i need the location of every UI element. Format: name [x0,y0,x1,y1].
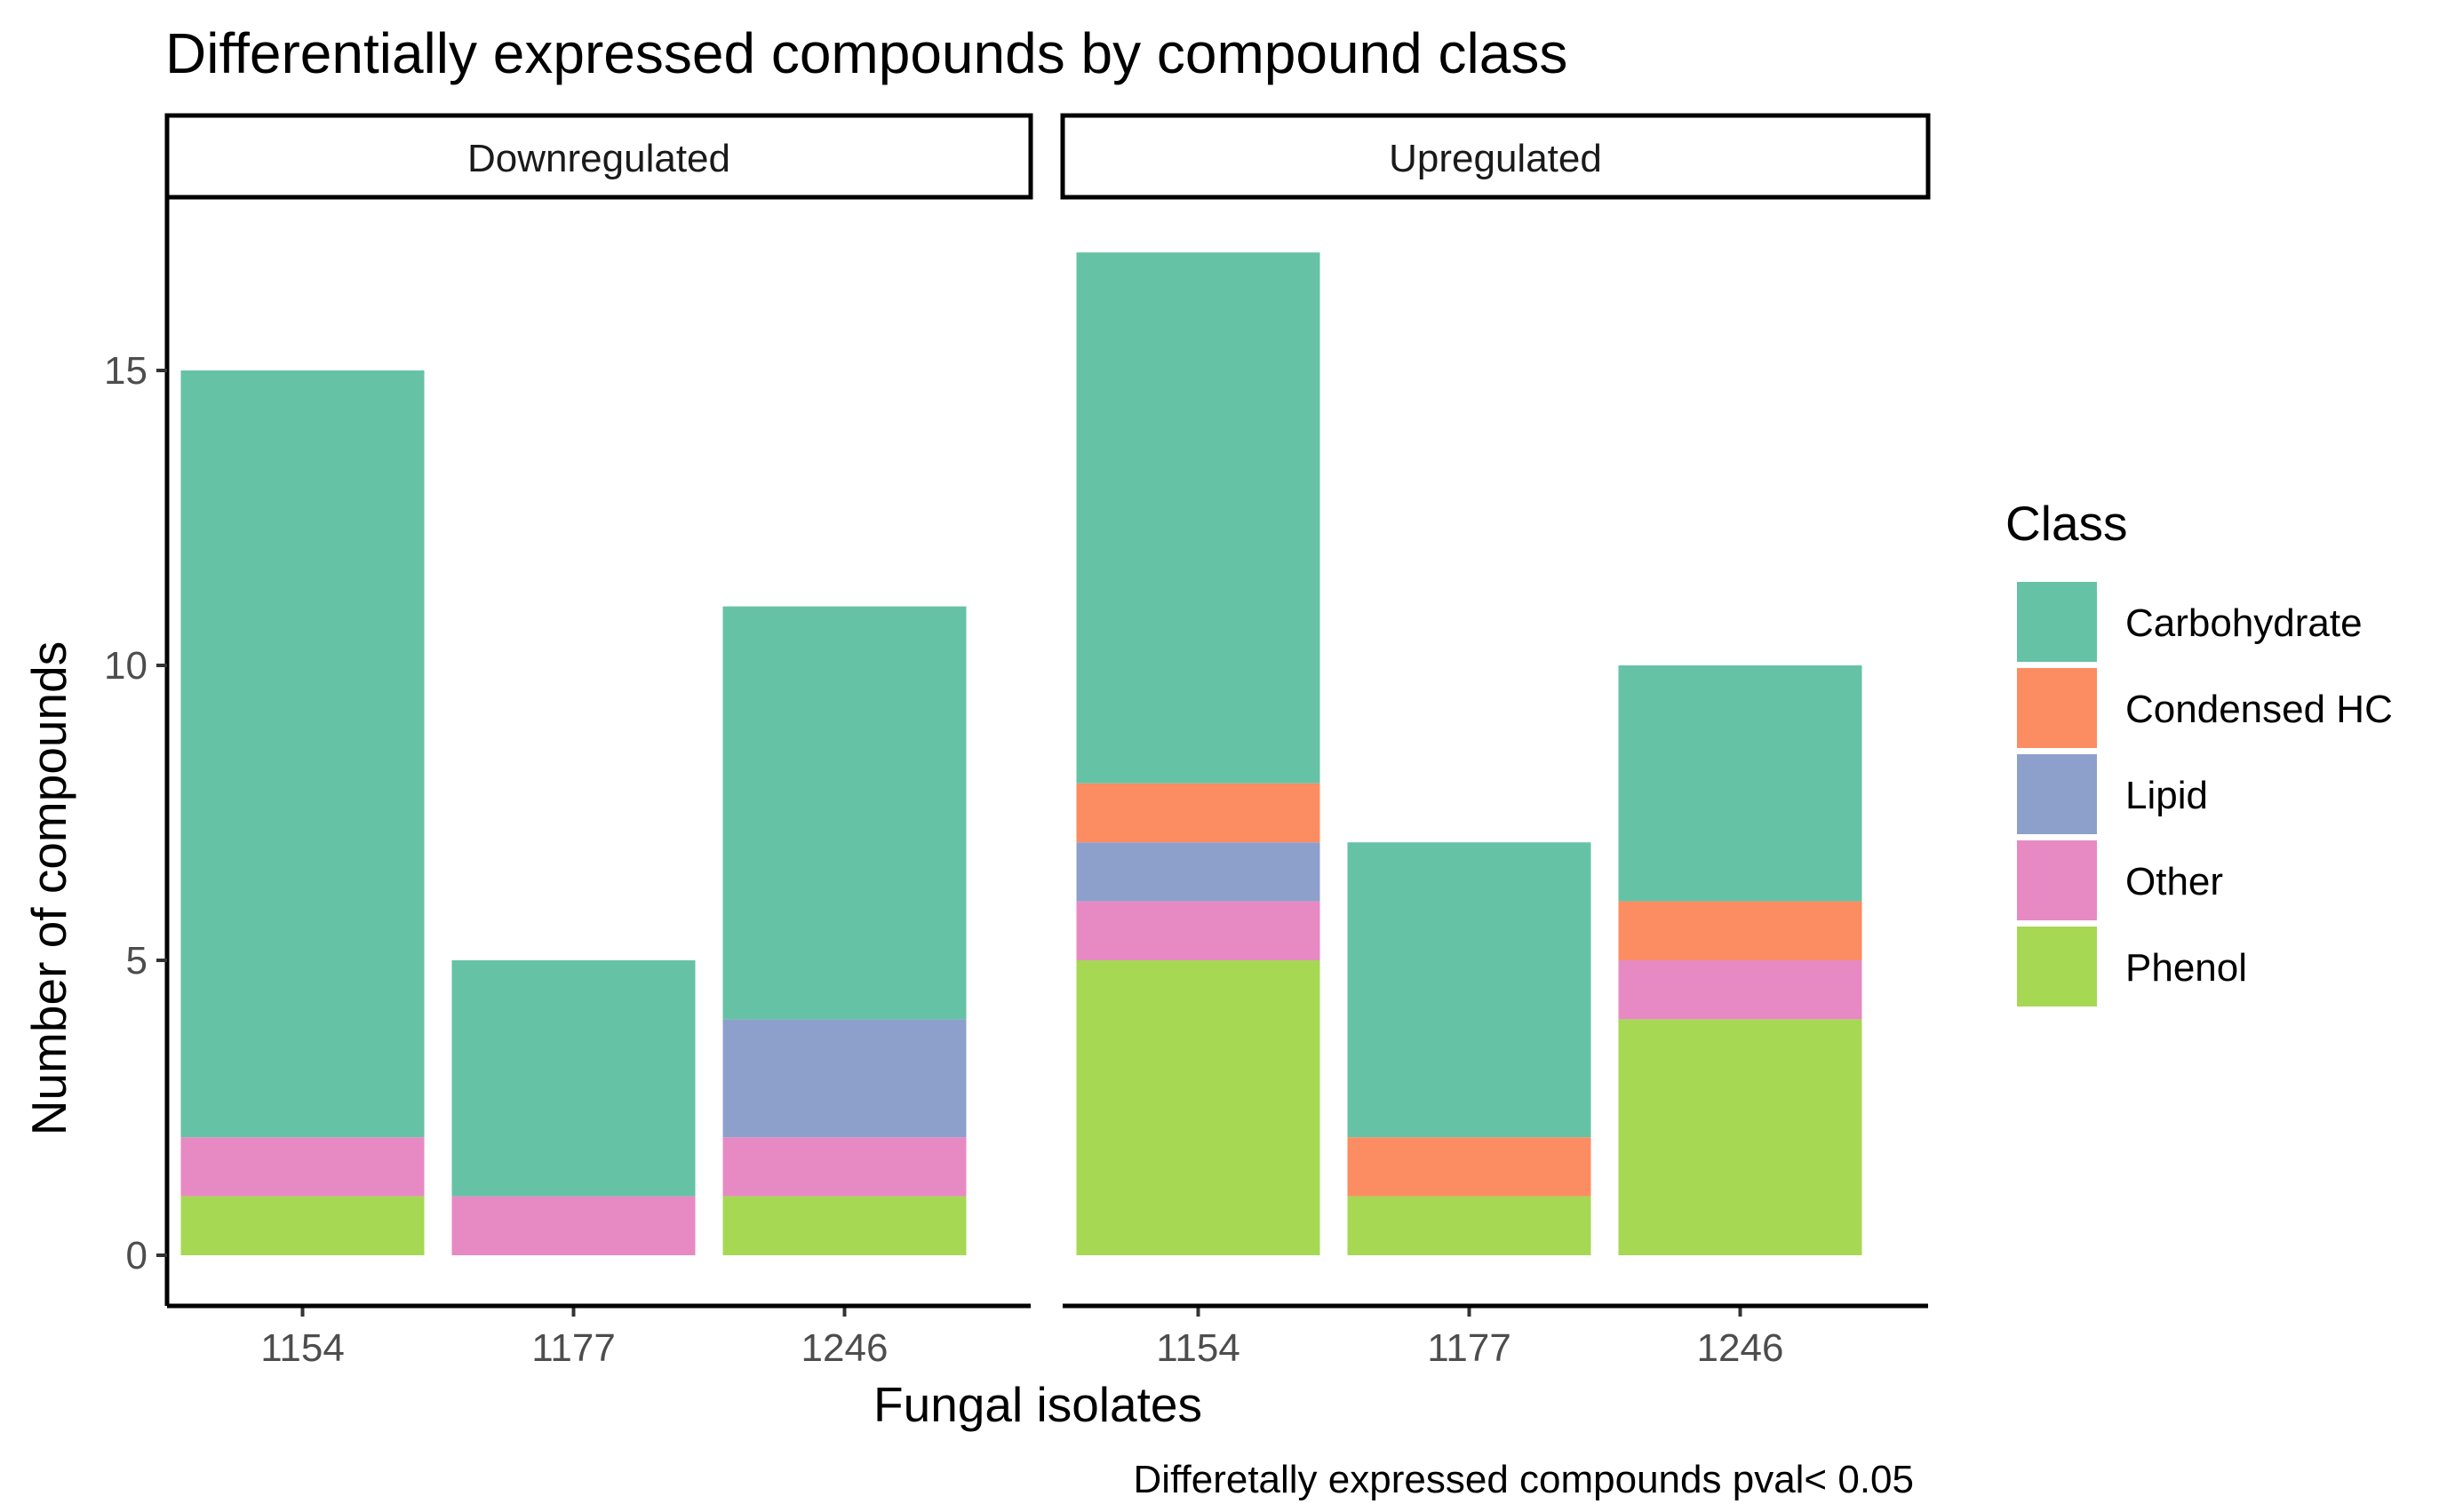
bar-segment-phenol [1618,1019,1862,1255]
x-axis-title: Fungal isolates [873,1377,1202,1432]
bar-segment-carbohydrate [1618,665,1862,902]
x-tick-label: 1154 [260,1326,345,1370]
legend-label: Lipid [2125,774,2208,817]
caption: Differetally expressed compounds pval< 0… [1134,1458,1914,1501]
bar-segment-phenol [1347,1196,1591,1255]
legend-key [2017,927,2097,1007]
y-axis-title: Number of compounds [21,641,76,1135]
bar-segment-carbohydrate [1076,252,1320,784]
x-tick-label: 1154 [1156,1326,1240,1370]
bar-segment-carbohydrate [1347,842,1591,1138]
bar-segment-carbohydrate [180,370,425,1138]
facet-upregulated: Upregulated 1154 1177 1246 [1060,113,1931,1370]
y-axis: 0 5 10 15 [104,197,170,1306]
x-tick-label: 1246 [1697,1326,1784,1370]
bar-segment-other [1076,901,1320,960]
legend-label: Phenol [2125,946,2247,990]
legend-item-lipid: Lipid [2017,754,2208,834]
bar-segment-other [451,1196,696,1255]
y-tick-label: 15 [104,349,147,393]
y-tick-label: 0 [126,1234,147,1277]
bar-segment-carbohydrate [451,960,696,1197]
legend-label: Condensed HC [2125,688,2393,731]
bar-segment-other [722,1137,967,1197]
legend-item-carbohydrate: Carbohydrate [2017,582,2363,662]
facets: Downregulated 1154 1177 1246 Upregulated 1154… [104,113,1931,1370]
bar-segment-condensed-hc [1347,1137,1591,1197]
legend-key [2017,840,2097,920]
facet-strip [1060,113,1931,200]
bar-segment-condensed-hc [1618,901,1862,960]
y-tick-label: 10 [104,644,147,688]
legend-key [2017,754,2097,834]
legend-label: Other [2125,860,2223,903]
legend-item-condensed-hc: Condensed HC [2017,668,2393,748]
bar-segment-phenol [722,1196,967,1255]
bar-segment-lipid [722,1019,967,1138]
legend-key [2017,582,2097,662]
facet-downregulated: Downregulated 1154 1177 1246 [164,113,1033,1370]
bar-segment-lipid [1076,842,1320,902]
facet-strip-label: Upregulated [1389,137,1602,180]
legend-title: Class [2005,496,2128,551]
x-tick-label: 1177 [531,1326,616,1370]
bar-segment-condensed-hc [1076,783,1320,843]
bar-segment-other [180,1137,425,1197]
bar-segment-phenol [1076,960,1320,1255]
legend: Class Carbohydrate Condensed HC Lipid Other… [2005,496,2393,1007]
legend-label: Carbohydrate [2125,601,2363,645]
facet-strip [164,113,1033,200]
x-tick-label: 1177 [1427,1326,1511,1370]
legend-item-other: Other [2017,840,2223,920]
y-tick-label: 5 [126,939,147,983]
legend-item-phenol: Phenol [2017,927,2247,1007]
legend-key [2017,668,2097,748]
bar-segment-phenol [180,1196,425,1255]
chart-title: Differentially expressed compounds by co… [165,21,1567,85]
bar-segment-other [1618,960,1862,1020]
bar-segment-carbohydrate [722,606,967,1020]
facet-strip-label: Downregulated [467,137,730,180]
x-tick-label: 1246 [801,1326,889,1370]
